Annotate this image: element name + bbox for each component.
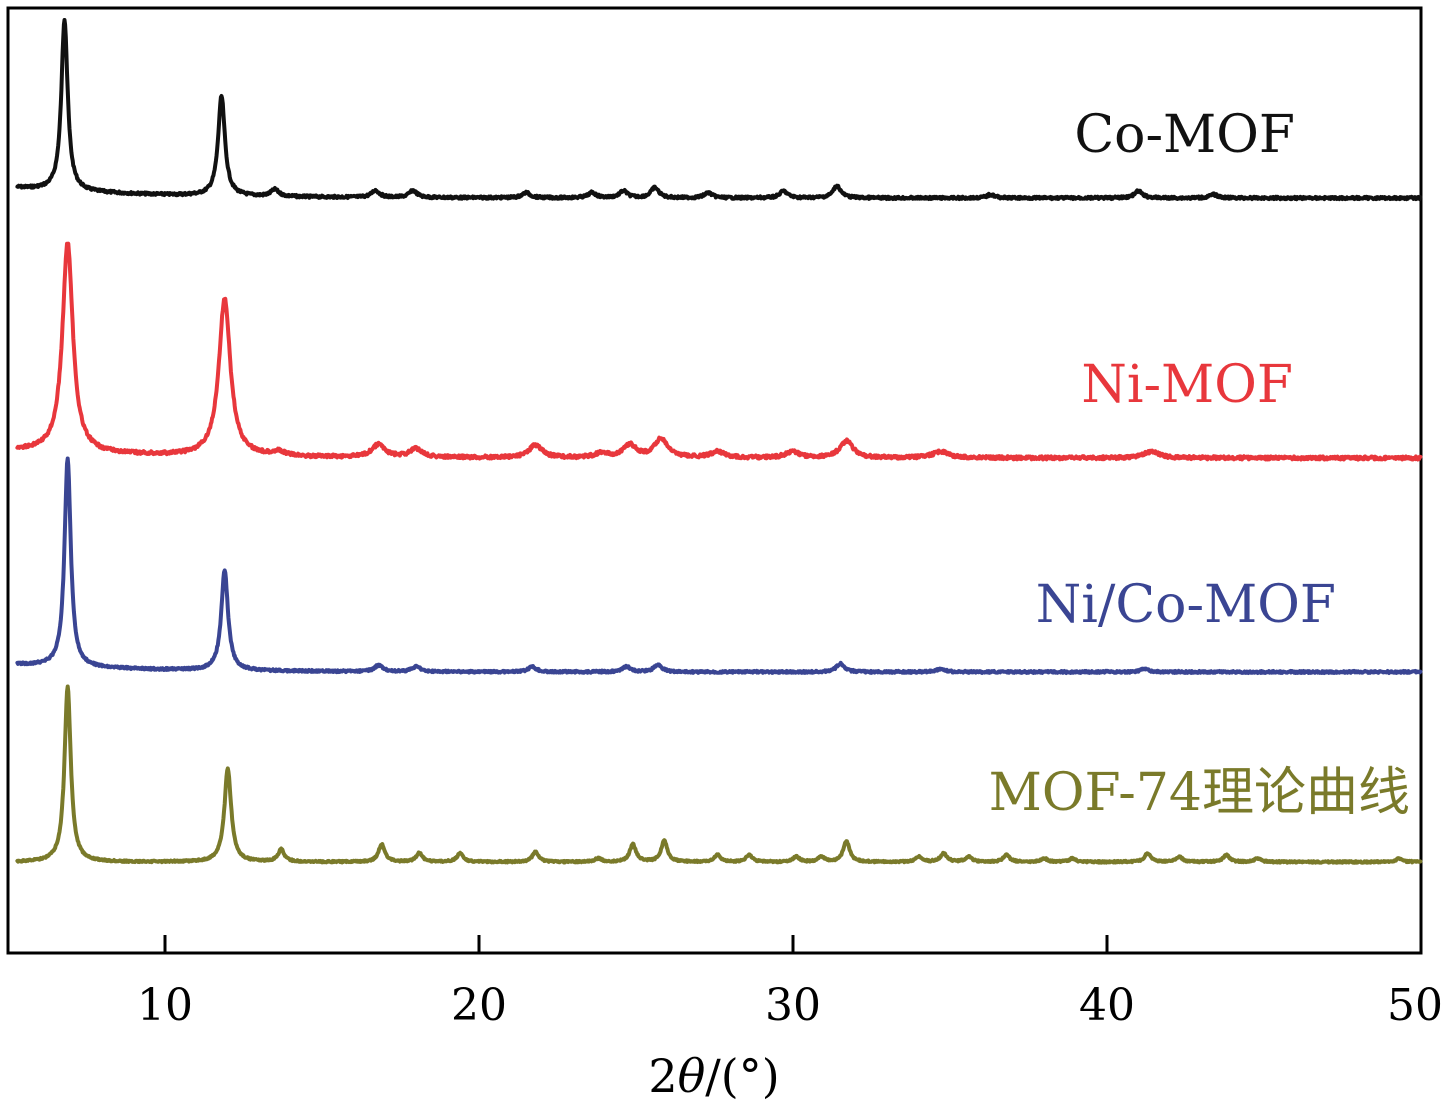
- x-tick-label: 40: [1079, 980, 1135, 1031]
- series-line: [15, 684, 1423, 865]
- series-label: Co-MOF: [1074, 105, 1295, 165]
- x-tick-label: 10: [137, 980, 193, 1031]
- series-line: [15, 18, 1423, 202]
- x-tick-label: 20: [451, 980, 507, 1031]
- x-axis: 10 20 30 40 50: [137, 935, 1443, 1031]
- series-label: MOF-74理论曲线: [989, 763, 1410, 823]
- x-axis-title: 2θ/(°): [648, 1049, 779, 1103]
- series-labels: Co-MOF Ni-MOF Ni/Co-MOF MOF-74理论曲线: [989, 105, 1410, 823]
- series-label: Ni/Co-MOF: [1036, 575, 1336, 635]
- plot-frame: [6, 6, 1423, 955]
- series-label: Ni-MOF: [1081, 355, 1293, 415]
- series-traces: [15, 18, 1423, 865]
- series-line: [15, 456, 1423, 675]
- series-line: [15, 241, 1423, 462]
- x-tick-label: 50: [1387, 980, 1443, 1031]
- x-tick-label: 30: [765, 980, 821, 1031]
